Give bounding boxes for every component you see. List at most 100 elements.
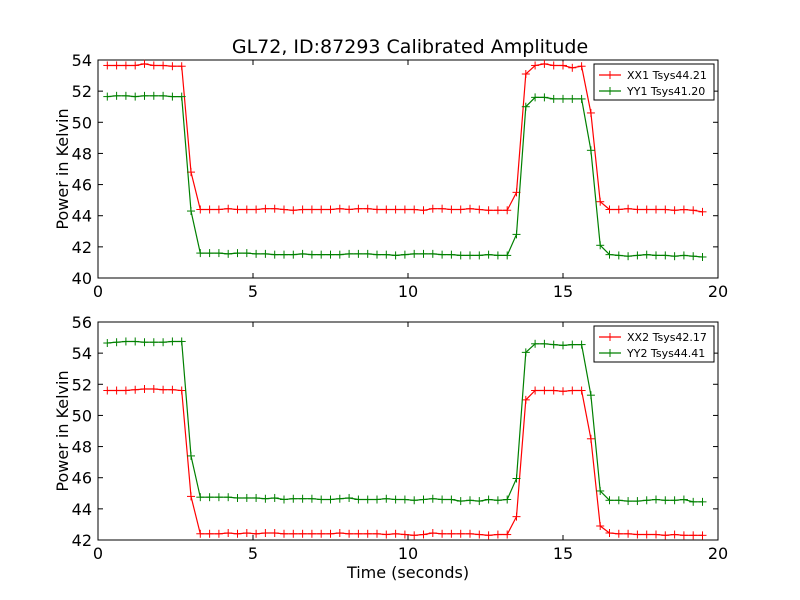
data-point xyxy=(326,250,335,259)
data-point xyxy=(159,61,168,70)
y-tick-label: 52 xyxy=(72,82,92,101)
data-point xyxy=(140,384,149,393)
data-point xyxy=(363,495,372,504)
data-point xyxy=(391,529,400,538)
data-point xyxy=(103,339,112,348)
data-point xyxy=(447,205,456,214)
subplot-top: 0 5 10 15 20 40 42 44 46 48 50 52 54 Power in Kelvin… xyxy=(53,51,728,301)
data-point xyxy=(679,251,688,260)
data-point xyxy=(410,496,419,505)
data-point xyxy=(568,94,577,103)
data-point xyxy=(493,251,502,260)
legend-label: YY2 Tsys44.41 xyxy=(626,347,705,360)
data-point xyxy=(354,495,363,504)
data-point xyxy=(689,206,698,215)
data-point xyxy=(382,530,391,539)
data-point xyxy=(586,434,595,443)
data-point xyxy=(177,92,186,101)
data-point xyxy=(521,70,530,79)
data-point xyxy=(586,146,595,155)
data-point xyxy=(214,493,223,502)
data-point xyxy=(466,529,474,538)
data-point xyxy=(642,250,651,259)
legend-label: XX1 Tsys44.21 xyxy=(627,69,707,82)
data-point xyxy=(633,205,642,214)
y-tick-label: 50 xyxy=(72,113,92,132)
data-point xyxy=(512,230,521,239)
data-point xyxy=(168,385,177,394)
data-point xyxy=(326,495,335,504)
data-point xyxy=(317,205,326,214)
data-point xyxy=(121,386,130,395)
data-point xyxy=(103,61,112,70)
data-point xyxy=(503,530,512,539)
y-tick-label: 52 xyxy=(72,375,92,394)
data-point xyxy=(679,495,688,504)
data-point xyxy=(224,204,233,213)
data-point xyxy=(121,91,130,100)
data-point xyxy=(373,250,381,259)
data-point xyxy=(484,250,493,259)
data-point xyxy=(205,529,214,538)
data-point xyxy=(596,521,605,530)
data-point xyxy=(149,61,158,70)
data-point xyxy=(549,61,558,70)
data-point xyxy=(652,205,660,214)
data-point xyxy=(233,493,242,502)
x-tick-label: 15 xyxy=(553,282,573,301)
data-point xyxy=(391,205,400,214)
data-point xyxy=(531,61,540,70)
data-point xyxy=(196,493,205,502)
data-point xyxy=(456,205,465,214)
data-point xyxy=(540,339,549,348)
data-point xyxy=(159,385,168,394)
data-point xyxy=(214,249,223,258)
data-point xyxy=(298,494,307,503)
y-tick-label: 50 xyxy=(72,406,92,425)
data-point xyxy=(661,496,670,505)
data-point xyxy=(605,528,614,537)
data-point xyxy=(624,497,633,506)
data-point xyxy=(679,205,688,214)
data-point xyxy=(233,529,242,538)
data-point xyxy=(252,205,261,214)
data-point xyxy=(196,529,205,538)
data-point xyxy=(531,339,540,348)
data-point xyxy=(354,249,363,258)
data-point xyxy=(298,205,307,214)
data-point xyxy=(493,530,502,539)
data-point xyxy=(335,250,344,259)
data-point xyxy=(233,249,242,258)
data-point xyxy=(559,387,567,396)
data-point xyxy=(224,493,233,502)
data-point xyxy=(391,495,400,504)
data-point xyxy=(168,92,177,101)
data-point xyxy=(438,529,447,538)
data-point xyxy=(391,251,400,260)
data-point xyxy=(698,252,707,261)
legend: XX1 Tsys44.21 YY1 Tsys41.20 xyxy=(593,63,715,101)
data-point xyxy=(280,529,288,538)
y-tick-label: 40 xyxy=(72,269,92,288)
data-point xyxy=(670,496,679,505)
data-point xyxy=(670,252,679,261)
data-point xyxy=(261,494,270,503)
data-point xyxy=(140,338,149,347)
data-point xyxy=(493,206,502,215)
data-point xyxy=(233,205,242,214)
data-point xyxy=(326,529,335,538)
data-point xyxy=(521,348,530,357)
data-point xyxy=(307,529,316,538)
data-point xyxy=(345,529,354,538)
legend-box xyxy=(593,63,715,101)
data-point xyxy=(345,249,354,258)
data-point xyxy=(689,252,698,261)
data-point xyxy=(317,495,326,504)
data-point xyxy=(131,385,140,394)
data-point xyxy=(661,251,670,260)
data-point xyxy=(187,451,195,460)
data-point xyxy=(224,528,233,537)
data-point xyxy=(689,497,698,506)
data-point xyxy=(205,493,214,502)
